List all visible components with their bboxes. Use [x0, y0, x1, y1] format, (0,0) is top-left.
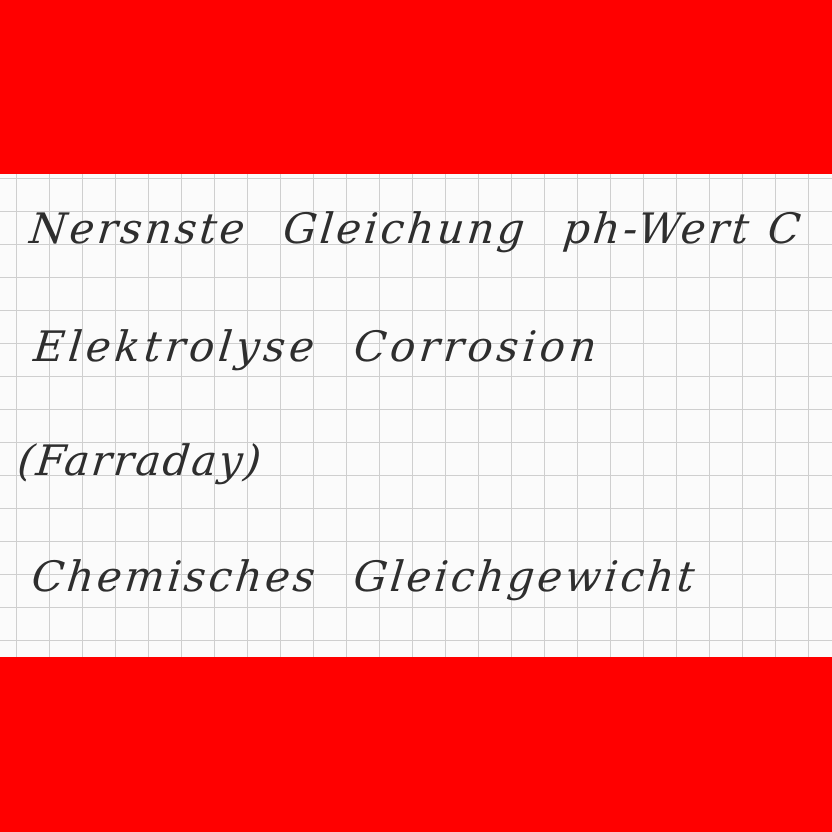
- word-ph-wert: ph-Wert C: [560, 204, 806, 253]
- grid-paper: Nersnste Gleichung ph-Wert C Elektrolyse Co…: [0, 174, 832, 657]
- word-corrosion: Corrosion: [351, 322, 603, 371]
- note-line-1: Nersnste Gleichung ph-Wert C: [27, 204, 805, 253]
- word-elektrolyse: Elektrolyse: [31, 322, 321, 371]
- bottom-red-band: [0, 657, 832, 832]
- word-gleichgewicht: Gleichgewicht: [351, 552, 700, 601]
- note-line-3: (Farraday): [15, 436, 265, 485]
- word-nernst: Nersnste: [27, 204, 251, 253]
- note-line-4: Chemisches Gleichgewicht: [29, 552, 699, 601]
- word-farraday: (Farraday): [15, 436, 266, 485]
- note-line-2: Elektrolyse Corrosion: [31, 322, 603, 371]
- top-red-band: [0, 0, 832, 174]
- word-gleichung: Gleichung: [281, 204, 530, 253]
- word-chemisches: Chemisches: [29, 552, 321, 601]
